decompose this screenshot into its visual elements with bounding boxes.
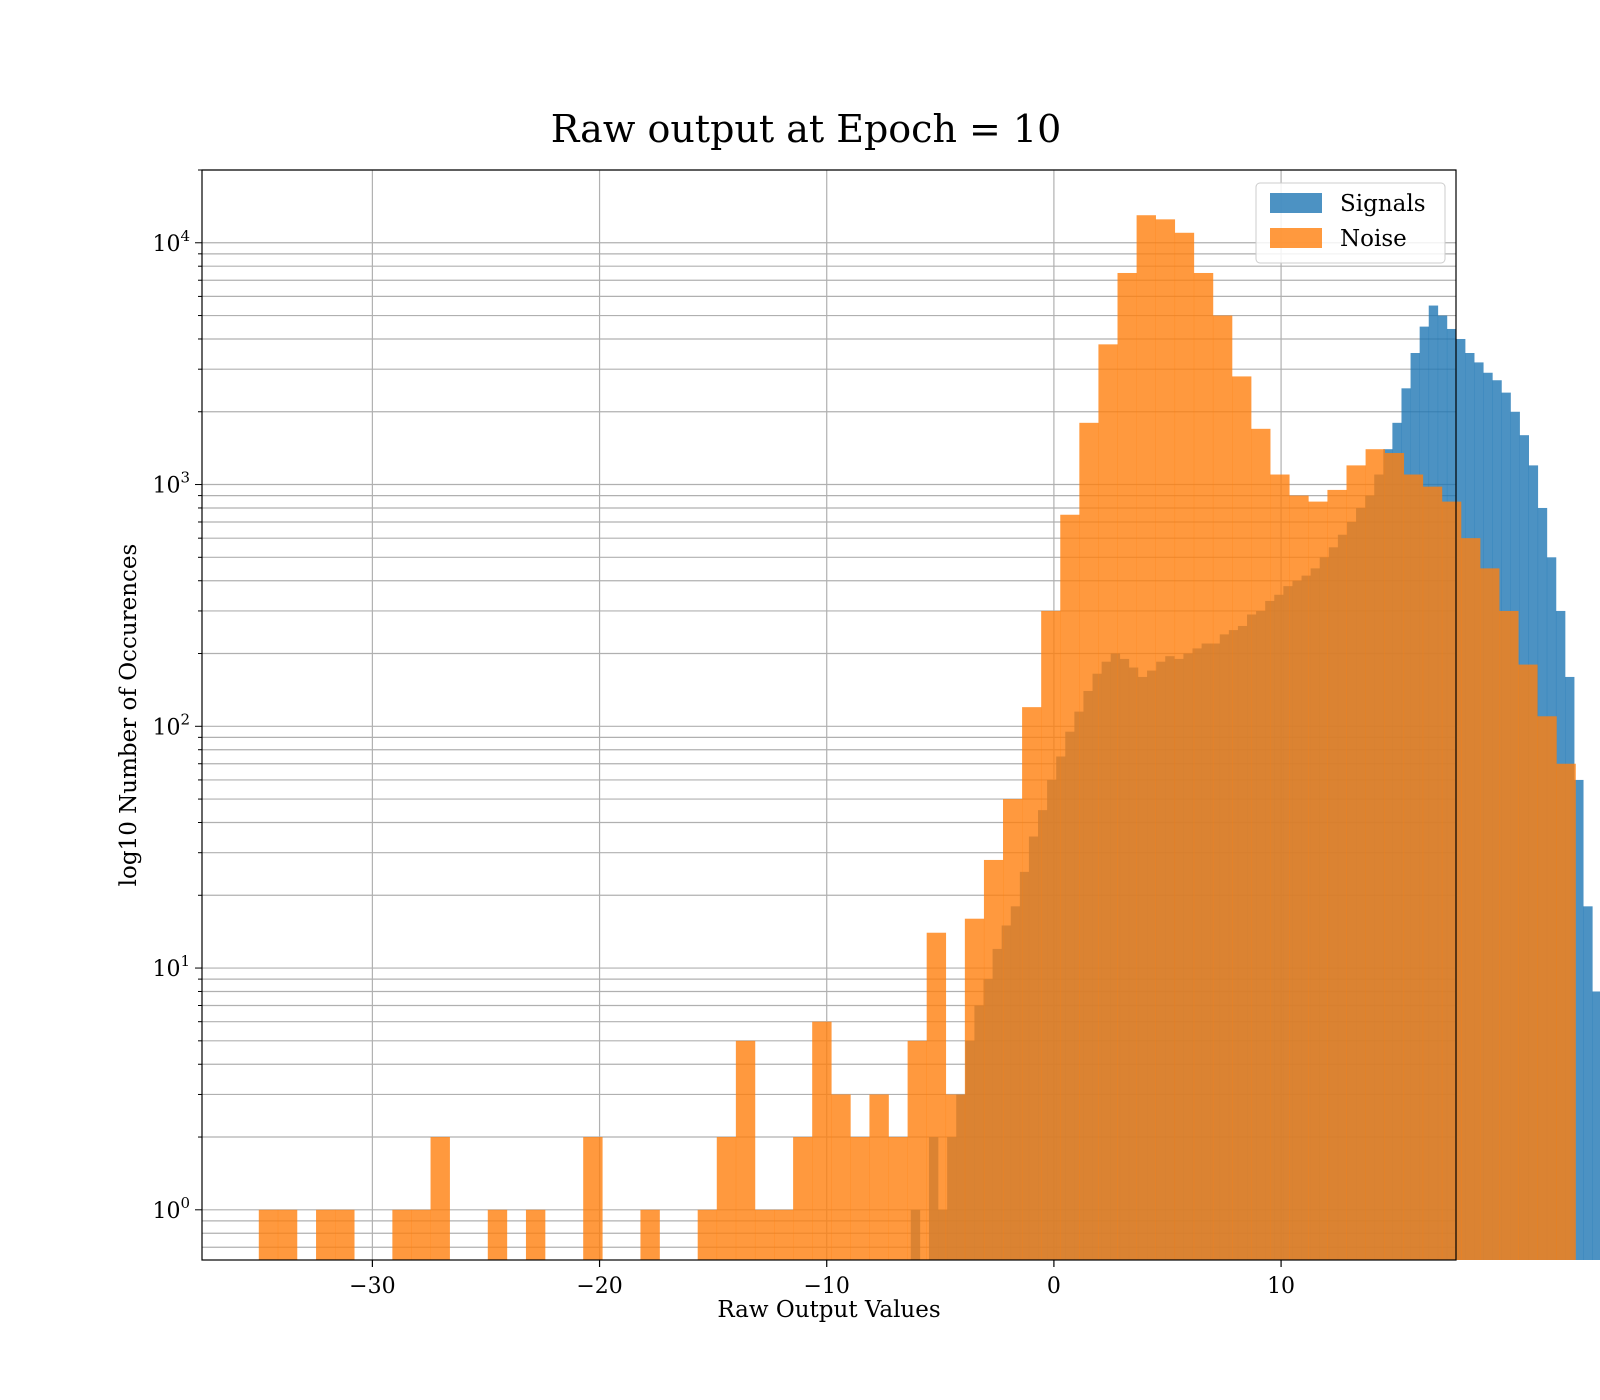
bar-noise <box>316 1209 336 1260</box>
y-tick-label: 104 <box>152 227 190 257</box>
bar-noise <box>1041 610 1061 1260</box>
x-tick-label: 0 <box>1047 1274 1061 1299</box>
x-axis-ticks: −30 −20 −10 0 10 <box>349 1260 1295 1299</box>
bar-noise <box>754 1209 775 1260</box>
bar-noise <box>812 1021 832 1260</box>
bar-noise <box>945 1094 966 1260</box>
bar-noise <box>1079 422 1099 1260</box>
x-tick-label: −10 <box>804 1274 850 1299</box>
bar-noise <box>1098 344 1118 1260</box>
bar-noise <box>1251 428 1271 1261</box>
legend-swatch-noise <box>1270 228 1322 248</box>
bar-noise <box>697 1209 718 1260</box>
bar-noise <box>1308 501 1328 1260</box>
bar-noise <box>1003 799 1023 1260</box>
bar-noise <box>1193 272 1214 1260</box>
legend-label-noise: Noise <box>1340 226 1407 252</box>
bar-noise <box>888 1137 908 1260</box>
bar-noise <box>735 1040 756 1260</box>
x-tick-label: −30 <box>349 1274 395 1299</box>
bar-noise <box>907 1040 927 1260</box>
bar-noise <box>1460 538 1481 1260</box>
bar-noise <box>1117 272 1137 1260</box>
bar-signals <box>1574 779 1584 1260</box>
bar-noise <box>411 1209 431 1260</box>
legend-label-signals: Signals <box>1340 191 1426 217</box>
bar-noise <box>1441 501 1462 1260</box>
bar-noise <box>1518 664 1538 1260</box>
bar-noise <box>525 1209 546 1260</box>
bar-noise <box>640 1209 660 1260</box>
x-axis-label: Raw Output Values <box>717 1297 940 1323</box>
bar-noise <box>1212 315 1233 1261</box>
y-tick-label: 101 <box>152 952 190 982</box>
bar-signals <box>1592 991 1600 1260</box>
x-tick-label: −20 <box>576 1274 622 1299</box>
bar-noise <box>1232 376 1252 1260</box>
y-axis-ticks: 100 101 102 103 104 <box>152 169 202 1224</box>
x-tick-label: 10 <box>1267 1274 1295 1299</box>
bar-noise <box>850 1137 870 1260</box>
plot-frame <box>201 169 1457 1261</box>
bar-noise <box>1403 474 1424 1260</box>
y-tick-label: 103 <box>152 469 190 499</box>
bar-noise <box>1499 610 1519 1260</box>
bar-noise <box>1556 763 1576 1260</box>
y-axis-label: log10 Number of Occurences <box>116 544 142 887</box>
bar-noise <box>583 1137 603 1260</box>
bar-noise <box>392 1209 412 1260</box>
bar-noise <box>964 918 985 1260</box>
bar-noise <box>335 1209 355 1260</box>
bar-noise <box>926 932 947 1260</box>
bar-noise <box>869 1094 889 1260</box>
bar-noise <box>1155 219 1176 1261</box>
bar-noise <box>831 1094 851 1260</box>
series-noise <box>258 215 1576 1261</box>
bar-noise <box>1384 453 1405 1260</box>
legend-swatch-signals <box>1270 193 1322 213</box>
bar-noise <box>793 1137 813 1260</box>
bar-noise <box>1174 232 1195 1261</box>
bar-noise <box>1022 707 1042 1260</box>
bar-noise <box>1136 215 1156 1260</box>
bar-noise <box>1365 449 1385 1261</box>
bar-noise <box>1537 716 1557 1260</box>
bar-noise <box>1289 495 1309 1261</box>
bar-noise <box>430 1137 450 1260</box>
bar-noise <box>1422 486 1443 1260</box>
bar-noise <box>983 859 1004 1260</box>
bar-noise <box>487 1209 508 1260</box>
y-tick-label: 102 <box>152 710 190 740</box>
bar-noise <box>774 1209 794 1260</box>
bar-noise <box>1480 568 1500 1260</box>
bar-noise <box>716 1137 737 1260</box>
bar-signals <box>1583 906 1593 1260</box>
chart-title: Raw output at Epoch = 10 <box>551 107 1062 151</box>
bar-noise <box>1270 474 1290 1260</box>
bar-noise <box>277 1209 298 1260</box>
y-tick-label: 100 <box>152 1194 190 1224</box>
bar-noise <box>258 1209 279 1260</box>
histogram-bars <box>258 215 1600 1261</box>
bar-noise <box>1346 465 1366 1261</box>
bar-noise <box>1060 514 1080 1260</box>
legend: Signals Noise <box>1255 182 1446 264</box>
bar-noise <box>1327 489 1347 1261</box>
